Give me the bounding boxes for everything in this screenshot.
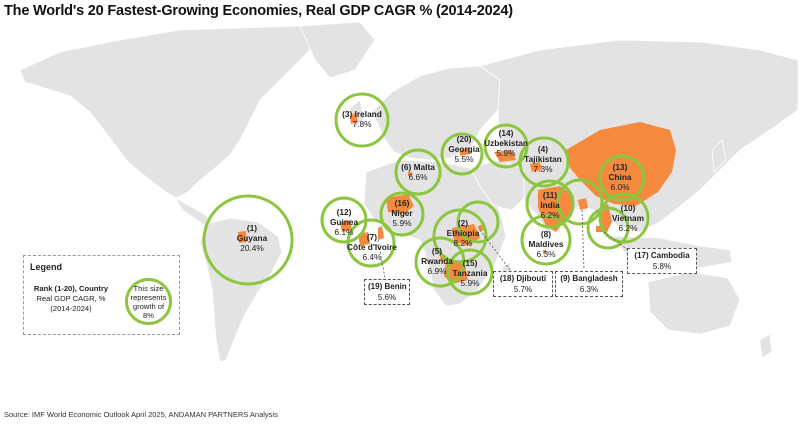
highlight-bangladesh: [578, 198, 588, 210]
label-uzbekistan: (14) Uzbekistan 5.9%: [484, 128, 528, 158]
circle-india: [525, 179, 575, 229]
label-vietnam: (10) Vietnam 6.2%: [612, 203, 644, 233]
circle-guyana: [202, 194, 294, 286]
circle-niger: [379, 191, 425, 237]
highlight-india: [538, 186, 574, 232]
label-china: (13) China 6.0%: [608, 162, 631, 192]
highlight-guyana: [238, 231, 247, 243]
label-ethiopia: (2) Ethiopia 8.2%: [447, 218, 480, 248]
label-georgia: (20) Georgia 5.5%: [448, 134, 480, 164]
circle-djibouti: [456, 200, 500, 244]
highlight-niger: [386, 194, 414, 214]
circle-ethiopia: [432, 208, 488, 264]
label-tanzania: (15) Tanzania 5.9%: [453, 258, 488, 288]
highlight-tajikistan: [530, 162, 542, 172]
label-niger: (16) Niger 5.9%: [391, 198, 413, 228]
highlight-uzbekistan: [494, 150, 516, 162]
north-america-landmass: [19, 25, 321, 199]
leader-cambodia: [603, 231, 629, 251]
source-note: Source: IMF World Economic Outlook April…: [4, 410, 278, 419]
circle-malta: [394, 148, 442, 196]
circle-georgia: [440, 132, 484, 176]
label-malta: (6) Malta 6.6%: [401, 162, 435, 182]
new-zealand-landmass: [759, 333, 773, 359]
highlight-georgia: [460, 148, 470, 156]
label-rwanda: (5) Rwanda 6.9%: [421, 246, 453, 276]
legend-title: Legend: [30, 262, 63, 272]
label-cambodia-box: (17) Cambodia 5.8%: [627, 248, 697, 274]
highlight-guinea: [340, 220, 352, 232]
label-guyana: (1) Guyana 20.4%: [237, 223, 268, 253]
label-cote-divoire: (7) Côte d'Ivoire 6.4%: [347, 232, 397, 262]
label-ireland: (3) Ireland 7.8%: [342, 109, 382, 129]
circle-maldives: [520, 214, 572, 266]
label-djibouti-box: (18) Djibouti 5.7%: [493, 271, 553, 297]
south-america-landmass: [199, 217, 283, 363]
leader-bangladesh: [581, 209, 585, 271]
label-maldives: (8) Maldives 6.3%: [528, 229, 563, 259]
circle-cambodia: [586, 206, 630, 250]
leader-benin: [377, 239, 386, 279]
legend-size-circle: This size represents growth of 8%: [125, 278, 172, 325]
leader-djibouti: [479, 229, 511, 271]
circle-tanzania: [446, 248, 494, 296]
circle-china: [598, 154, 646, 202]
australia-landmass: [647, 271, 741, 335]
circle-bangladesh: [556, 178, 604, 226]
highlight-maldives: [543, 250, 546, 254]
map-title: The World's 20 Fastest-Growing Economies…: [4, 3, 513, 19]
circle-rwanda: [414, 236, 466, 288]
circle-tajikistan: [518, 136, 570, 188]
circle-cote-divoire: [346, 218, 396, 268]
legend-box: Legend Rank (1-20), Country Real GDP CAG…: [23, 255, 180, 335]
label-bangladesh-box: (9) Bangladesh 6.3%: [555, 271, 623, 297]
label-tajikistan: (4) Tajikistan 7.3%: [524, 144, 562, 174]
greenland-landmass: [299, 21, 376, 79]
label-benin-box: (19) Benin 5.6%: [364, 279, 410, 305]
label-india: (11) India 6.2%: [540, 190, 560, 220]
highlight-benin: [378, 226, 384, 240]
japan-landmass: [711, 139, 727, 173]
legend-rank-text: Rank (1-20), Country Real GDP CAGR, % (2…: [33, 284, 109, 313]
highlight-ireland: [350, 112, 358, 124]
label-guinea: (12) Guinea 6.1%: [330, 207, 359, 237]
highlight-malta: [408, 172, 412, 176]
circle-ireland: [334, 92, 390, 148]
